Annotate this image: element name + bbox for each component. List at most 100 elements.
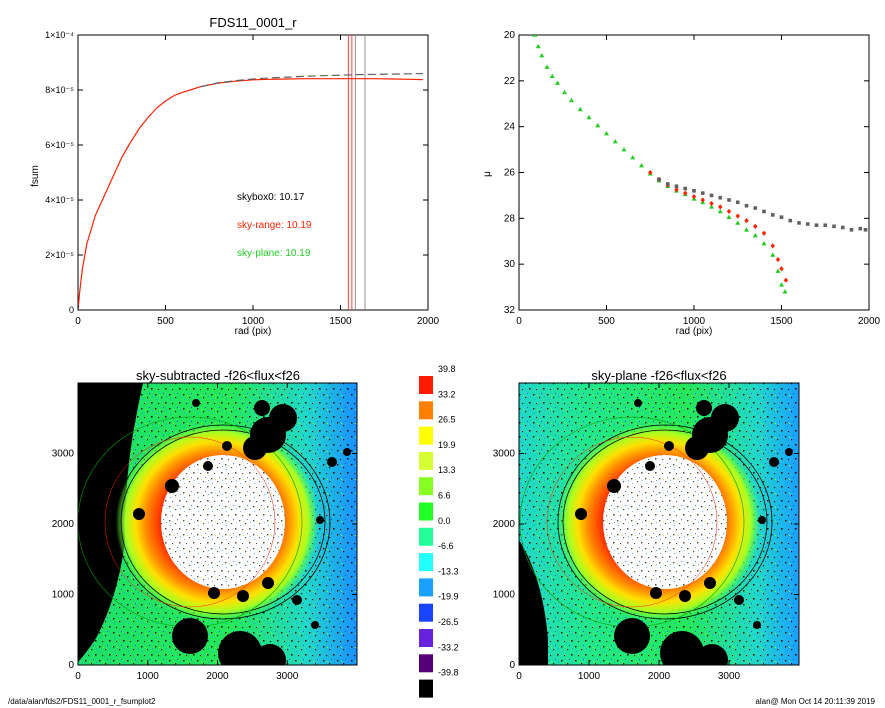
sb-point-sky-plane — [562, 89, 567, 95]
sb-point-sky-range — [683, 190, 688, 196]
annotation-skybox: skybox0: 10.17 — [237, 192, 305, 203]
sb-point-sky-plane — [586, 114, 592, 120]
sb-point-skybox — [735, 200, 740, 205]
colorbar-swatch — [419, 629, 433, 647]
sb-point-sky-range — [648, 169, 653, 176]
sb-point-sky-plane — [761, 240, 767, 246]
sb-point-skybox — [840, 225, 845, 230]
sb-point-sky-plane — [577, 106, 583, 112]
sb-point-sky-plane — [744, 227, 749, 232]
sb-point-sky-range — [770, 243, 775, 249]
sb-point-sky-range — [753, 223, 758, 229]
sky-subtracted-image — [78, 383, 357, 665]
sb-point-skybox — [863, 227, 868, 232]
sky-plane-image — [519, 383, 799, 665]
annotation-sky-plane: sky-plane: 10.19 — [237, 248, 311, 259]
image-left-xtick-label: 1000 — [137, 671, 160, 682]
surface-brightness-ytick-label: 22 — [504, 76, 516, 87]
sb-point-sky-plane — [604, 130, 609, 136]
sb-point-sky-plane — [539, 53, 545, 58]
colorbar-swatch — [419, 401, 433, 420]
colorbar-swatch — [419, 527, 433, 546]
sb-point-skybox — [692, 189, 696, 193]
image-right-title: sky-plane -f26<flux<f26 — [591, 368, 726, 383]
sb-point-sky-range — [783, 277, 789, 283]
sb-point-sky-plane — [770, 252, 776, 257]
growth-curve-title: FDS11_0001_r — [209, 15, 297, 30]
sb-point-sky-plane — [595, 122, 601, 128]
surface-brightness-xtick-label: 2000 — [858, 316, 881, 327]
colorbar-label: 19.9 — [438, 440, 456, 450]
surface-brightness-xtick-label: 1500 — [770, 316, 793, 327]
colorbar-label: 33.2 — [438, 389, 456, 399]
sb-point-skybox — [858, 226, 863, 231]
colorbar-swatch — [419, 502, 433, 521]
image-left-title: sky-subtracted -f26<flux<f26 — [136, 368, 300, 383]
colorbar-swatch — [419, 451, 433, 470]
growth-curve-xtick-label: 500 — [157, 316, 174, 327]
sb-point-sky-range — [718, 204, 723, 210]
colorbar-swatch — [419, 679, 433, 698]
growth-curve-xlabel: rad (pix) — [235, 326, 272, 337]
annotation-sky-range: sky-range: 10.19 — [237, 220, 312, 231]
surface-brightness-xlabel: rad (pix) — [676, 326, 713, 337]
growth-curve-xtick-label: 1500 — [329, 316, 352, 327]
sb-point-skybox — [700, 191, 705, 195]
sb-point-skybox — [665, 182, 670, 186]
growth-curve-ytick-label: 2×10⁻⁵ — [45, 250, 74, 260]
surface-brightness-frame — [518, 34, 870, 311]
surface-brightness-xtick-label: 0 — [516, 316, 522, 327]
image-right-xtick-label: 1000 — [578, 671, 601, 682]
image-left-xtick-label: 2000 — [206, 671, 229, 682]
sb-point-sky-plane — [752, 232, 758, 238]
sb-point-sky-range — [775, 256, 781, 263]
image-left-ytick-label: 2000 — [52, 519, 75, 530]
colorbar-label: -6.6 — [438, 541, 454, 551]
sb-point-sky-plane — [709, 204, 714, 209]
image-right-ytick-label: 0 — [509, 660, 515, 671]
sb-point-sky-plane — [630, 155, 636, 160]
sb-point-sky-range — [761, 230, 767, 236]
sb-point-sky-plane — [532, 35, 538, 37]
surface-brightness-ytick-label: 26 — [504, 168, 516, 179]
sb-point-skybox — [709, 193, 714, 198]
sb-point-sky-range — [735, 213, 740, 219]
surface-brightness-xtick-label: 1000 — [683, 316, 706, 327]
image-left-xtick-label: 3000 — [276, 671, 299, 682]
image-right-xtick-label: 0 — [516, 671, 522, 682]
surface-brightness-xtick-label: 500 — [598, 316, 615, 327]
growth-curve-box-line — [200, 72, 423, 88]
sb-point-skybox — [849, 227, 854, 232]
sb-point-sky-range — [691, 193, 697, 200]
sb-point-sky-plane — [717, 208, 723, 214]
growth-curve-plot: FDS11_0001_r 0 500 1000 1500 2000 0 2×10⁻⁵ 4×1… — [30, 15, 440, 337]
image-left-ytick-label: 3000 — [52, 449, 75, 460]
surface-brightness-ytick-label: 28 — [504, 213, 516, 224]
sb-point-skybox — [762, 209, 766, 214]
colorbar-label: 0.0 — [438, 516, 451, 526]
sb-point-skybox — [823, 223, 828, 228]
growth-curve-ytick-label: 4×10⁻⁵ — [45, 195, 74, 205]
sb-point-sky-plane — [569, 97, 574, 103]
colorbar-label: -13.3 — [438, 566, 459, 576]
sb-point-sky-range — [726, 208, 732, 215]
sb-point-skybox — [727, 198, 731, 202]
growth-curve-frame — [77, 34, 429, 311]
growth-curve-ytick-label: 8×10⁻⁵ — [45, 85, 74, 95]
sb-point-sky-plane — [779, 282, 784, 287]
colorbar-label: 39.8 — [438, 364, 456, 374]
footer-timestamp: alan@ Mon Oct 14 20:11:39 2019 — [755, 697, 875, 706]
sky-plane-image-panel: sky-plane -f26<flux<f26 — [493, 368, 800, 682]
sb-point-skybox — [657, 177, 661, 182]
colorbar-label: 26.5 — [438, 415, 456, 425]
footer-file-path: /data/alan/fds2/FDS11_0001_r_fsumplot2 — [8, 697, 156, 706]
image-left-xtick-label: 0 — [75, 671, 81, 682]
colorbar-label: -26.5 — [438, 617, 459, 627]
growth-curve-ytick-label: 1×10⁻⁴ — [45, 30, 74, 40]
growth-curve-xtick-label: 1000 — [242, 316, 265, 327]
sb-point-sky-plane — [544, 64, 550, 69]
surface-brightness-ytick-label: 32 — [504, 305, 516, 316]
sb-point-sky-plane — [639, 163, 644, 168]
sb-point-skybox — [744, 203, 749, 208]
surface-brightness-ylabel: μ — [482, 171, 493, 177]
